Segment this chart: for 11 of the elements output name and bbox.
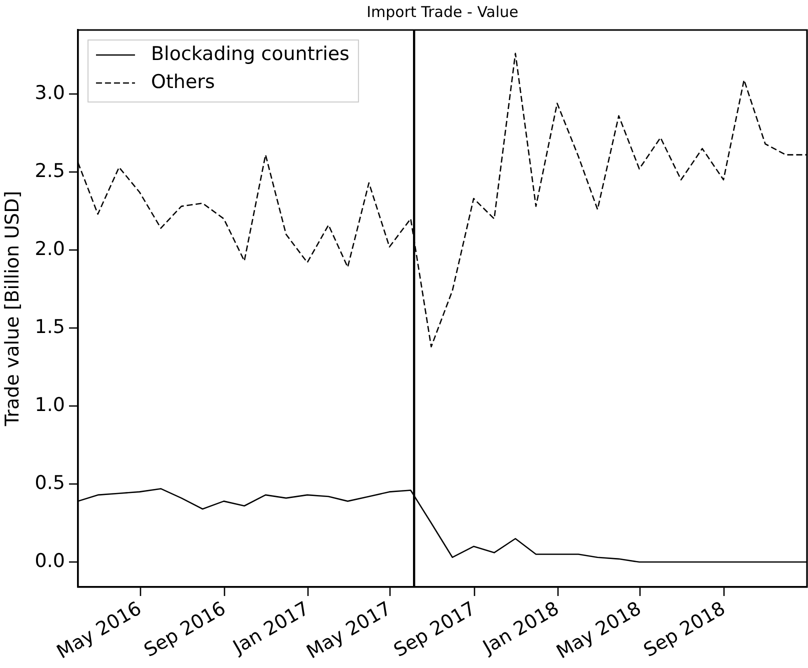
legend-label: Others [151,70,215,93]
y-tick-label: 3.0 [34,82,65,104]
y-tick-label: 0.5 [34,472,65,494]
y-tick-label: 1.0 [34,394,65,416]
legend-label: Blockading countries [151,42,350,65]
y-tick-label: 2.0 [34,238,65,260]
y-tick-label: 0.0 [34,550,65,572]
y-tick-label: 2.5 [34,160,65,182]
chart-title: Import Trade - Value [366,2,518,21]
y-axis-title: Trade value [Billion USD] [1,190,24,428]
y-tick-label: 1.5 [34,316,65,338]
